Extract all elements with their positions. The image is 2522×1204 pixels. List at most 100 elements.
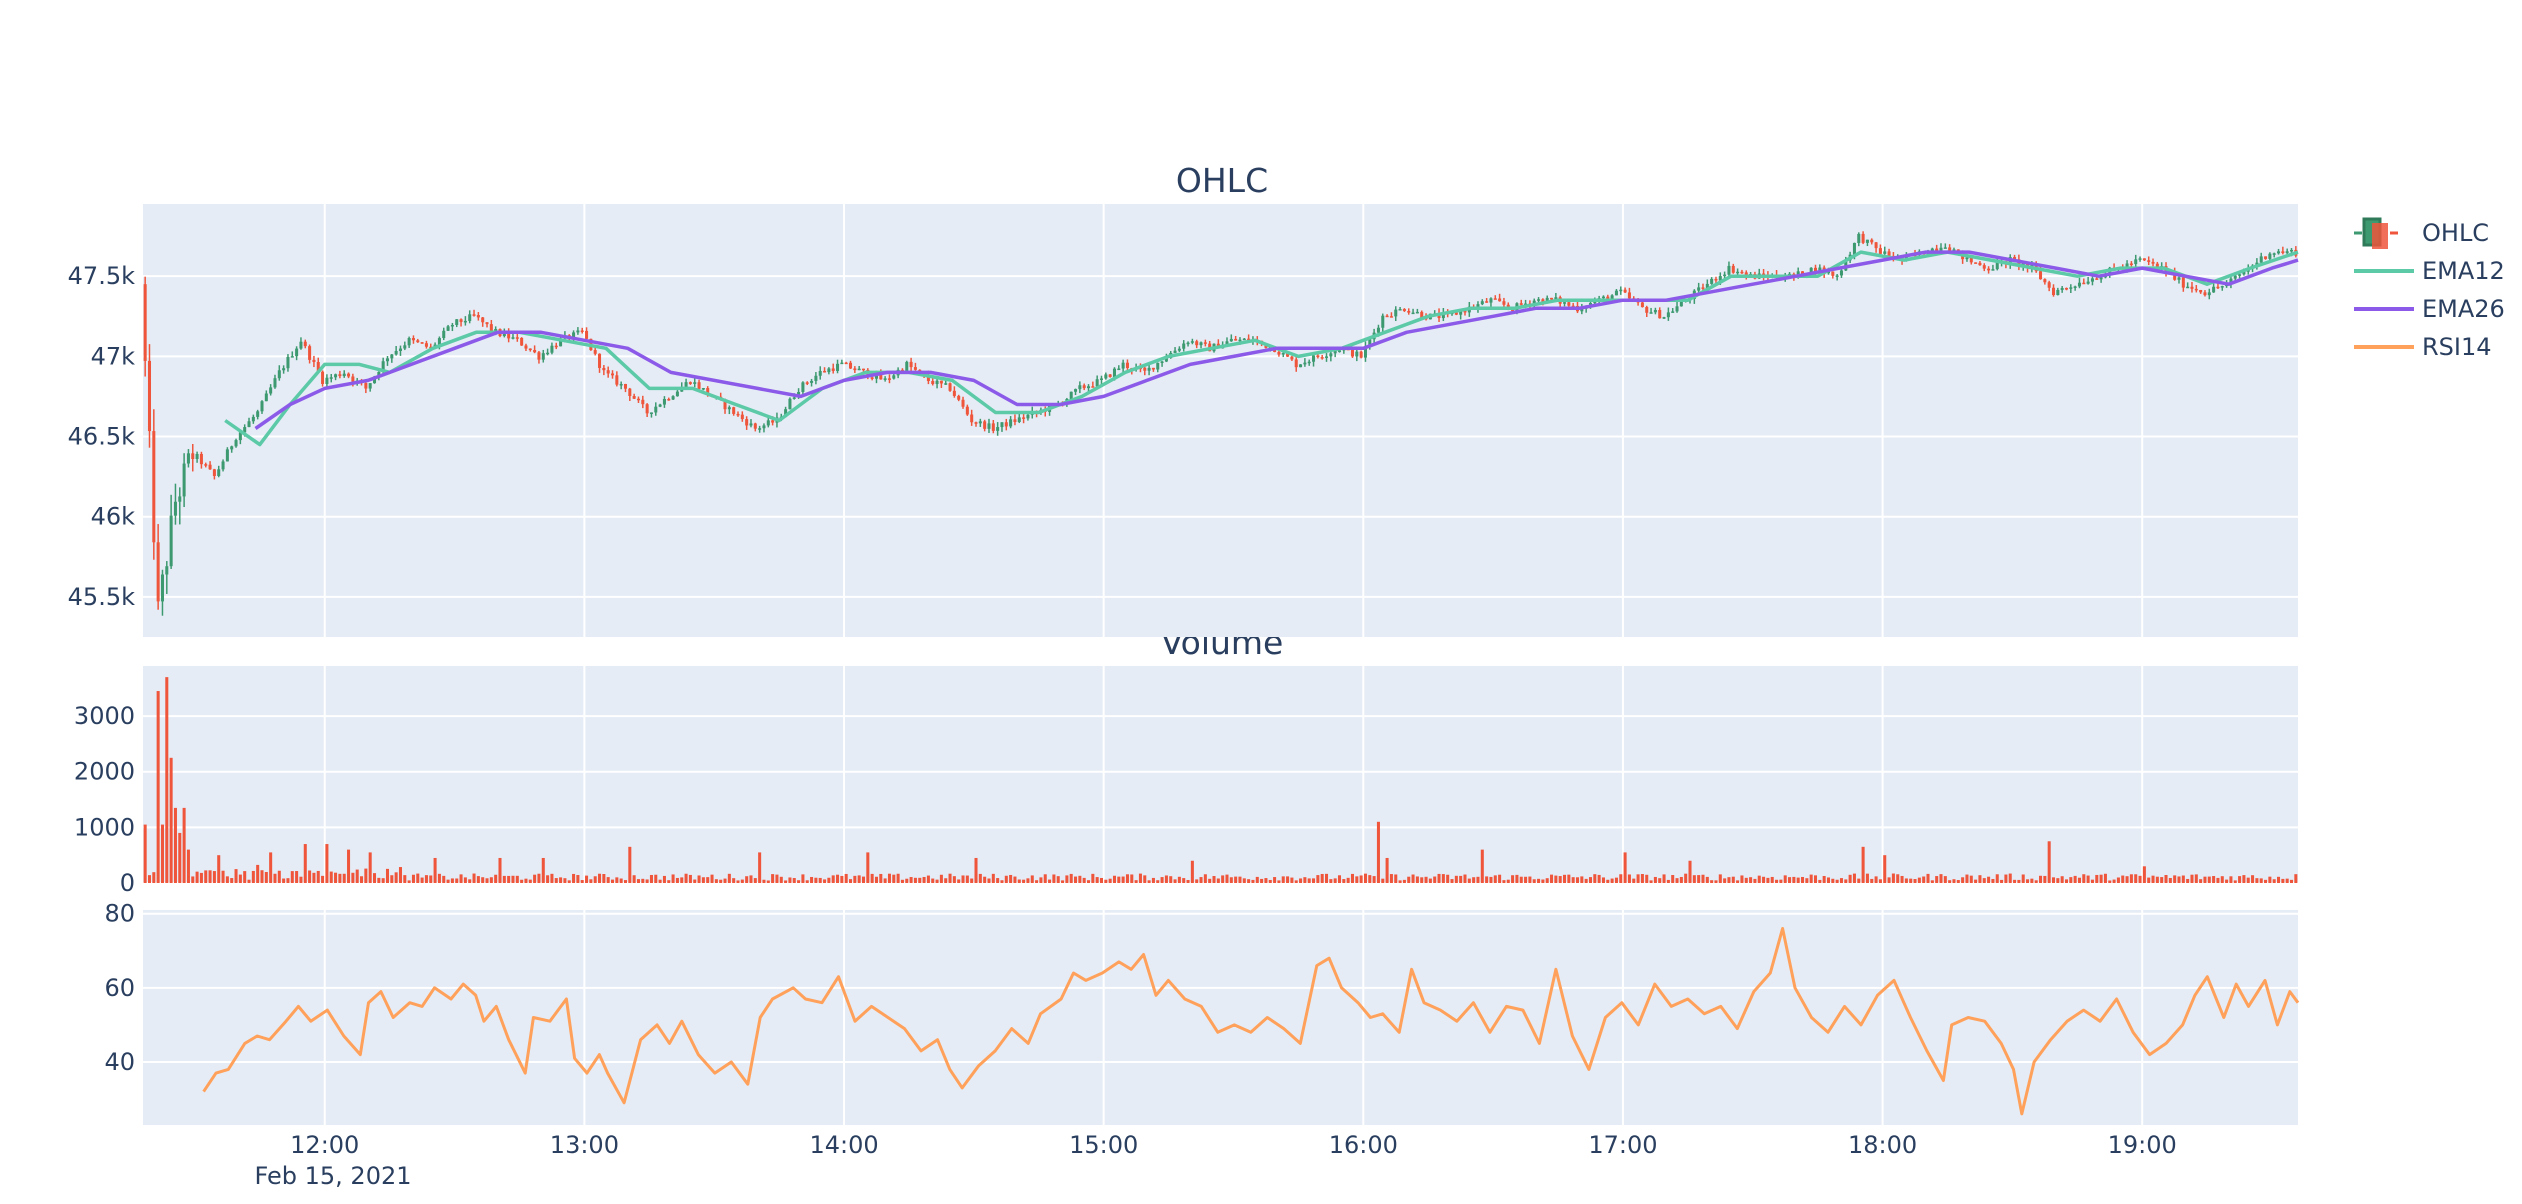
ohlc-candle-body — [295, 348, 299, 357]
ohlc-candle-body — [204, 464, 208, 466]
ohlc-candle-body — [1022, 417, 1026, 419]
volume-bar — [1186, 879, 1190, 883]
ohlc-candle-body — [2086, 281, 2090, 284]
ohlc-candle-body — [321, 371, 325, 384]
ohlc-candle-body — [1441, 312, 1445, 319]
volume-bar — [485, 878, 489, 883]
x-tick-label: 14:00 — [809, 1131, 878, 1159]
volume-bar — [351, 872, 355, 883]
ohlc-candle-body — [481, 317, 485, 323]
ohlc-candle-body — [1095, 379, 1099, 387]
ohlc-candle-body — [1883, 251, 1887, 254]
ohlc-candle-body — [1974, 262, 1978, 264]
volume-bar — [1476, 876, 1480, 883]
volume-bar — [1091, 873, 1095, 883]
ohlc-candle-body — [965, 406, 969, 415]
x-tick-label: 16:00 — [1329, 1131, 1398, 1159]
volume-bar — [1917, 877, 1921, 883]
legend-item-ema12[interactable]: EMA12 — [2354, 257, 2505, 285]
ohlc-candle-body — [654, 406, 658, 413]
volume-bar — [433, 857, 437, 883]
legend-item-ema26[interactable]: EMA26 — [2354, 295, 2505, 323]
ohlc-candle-body — [2056, 289, 2060, 296]
volume-bar — [1943, 876, 1947, 883]
ohlc-candle-body — [749, 423, 753, 426]
ohlc-candle-body — [580, 330, 584, 332]
volume-bar — [680, 877, 684, 883]
volume-bar — [2173, 875, 2177, 883]
volume-bar — [437, 873, 441, 883]
ohlc-candle-body — [987, 423, 991, 429]
ohlc-candle-body — [191, 453, 195, 459]
rsi-plot-area — [143, 910, 2298, 1125]
ohlc-candle-body — [2207, 292, 2211, 296]
volume-bar — [316, 870, 320, 883]
ohlc-candle-body — [186, 453, 190, 464]
volume-bar — [1493, 875, 1497, 883]
volume-bar — [1446, 874, 1450, 883]
ohlc-candle-body — [732, 407, 736, 414]
volume-bar — [1974, 879, 1978, 883]
volume-bar — [1489, 876, 1493, 883]
volume-bar — [2155, 876, 2159, 883]
volume-bar — [1498, 874, 1502, 883]
x-tick-label: 17:00 — [1588, 1131, 1657, 1159]
volume-bar — [1290, 877, 1294, 883]
ohlc-candle-body — [2138, 258, 2142, 260]
ohlc-candle-body — [260, 401, 264, 412]
ohlc-candle-body — [784, 409, 788, 417]
ohlc-candle-body — [1813, 267, 1818, 272]
legend-item-ohlc[interactable]: OHLC — [2354, 217, 2489, 249]
volume-bar — [844, 873, 848, 883]
ohlc-candle-body — [1112, 368, 1116, 377]
ohlc-candle-body — [277, 370, 281, 379]
volume-bar — [260, 870, 264, 883]
volume-bar — [321, 875, 325, 883]
ohlc-candle-body — [1476, 304, 1480, 308]
ohlc-candle-body — [2090, 278, 2094, 282]
volume-bar — [295, 871, 299, 883]
volume-bar — [411, 874, 415, 883]
volume-bar — [2264, 879, 2268, 883]
ohlc-candle-body — [1009, 419, 1013, 427]
ohlc-candle-body — [1675, 306, 1679, 312]
volume-bar — [2017, 879, 2021, 883]
ohlc-candle-body — [377, 371, 381, 377]
ohlc-candle-body — [2194, 288, 2198, 291]
volume-bar — [2233, 880, 2237, 883]
ohlc-candle-body — [1325, 356, 1329, 358]
volume-bar — [1896, 874, 1900, 883]
rsi14-line — [202, 927, 2300, 1116]
volume-bar — [1350, 873, 1354, 883]
ohlc-candle-body — [459, 319, 463, 322]
volume-bar — [446, 879, 450, 883]
ohlc-candle-body — [606, 370, 610, 374]
ohlc-candle-body — [221, 461, 225, 470]
ohlc-candle-body — [2173, 272, 2177, 280]
legend-item-rsi14[interactable]: RSI14 — [2354, 333, 2492, 361]
volume-bar — [2069, 877, 2073, 883]
volume-bar — [1333, 878, 1337, 883]
volume-bar — [909, 877, 913, 883]
volume-bar — [957, 879, 961, 883]
ohlc-candle-body — [1316, 355, 1320, 358]
ohlc-candle-body — [299, 341, 303, 349]
ohlc-candle-body — [1368, 339, 1372, 347]
volume-bar — [243, 871, 247, 883]
volume-bar — [827, 877, 831, 883]
volume-bar — [610, 879, 615, 883]
volume-bar — [2121, 875, 2125, 883]
volume-bar — [1286, 876, 1290, 883]
legend-label-ohlc: OHLC — [2422, 219, 2489, 247]
ohlc-candle-body — [1329, 353, 1333, 357]
volume-bar — [567, 880, 571, 883]
ohlc-candle-body — [2289, 249, 2294, 252]
volume-bar — [2229, 876, 2233, 883]
volume-bar — [1039, 877, 1043, 883]
volume-bar — [775, 874, 779, 883]
volume-bar — [403, 875, 407, 883]
x-tick-label: 13:00 — [550, 1131, 619, 1159]
volume-bar — [546, 875, 550, 883]
volume-bar — [160, 824, 164, 883]
volume-bar — [2051, 877, 2056, 883]
